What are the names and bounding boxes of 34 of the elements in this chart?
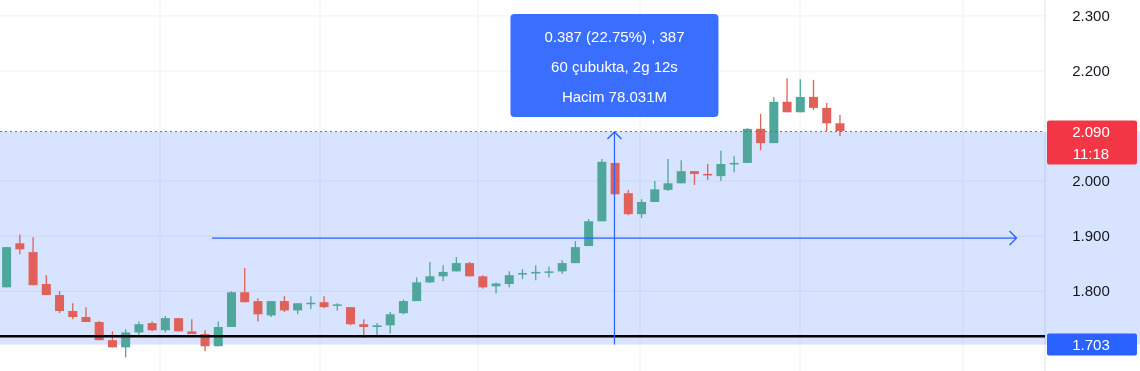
candlestick [372, 322, 382, 336]
candlestick [716, 150, 726, 182]
candlestick [663, 158, 673, 192]
candlestick [491, 281, 501, 295]
candlestick [795, 78, 805, 113]
annotation: 0.387 (22.75%) , 387 [544, 28, 685, 45]
annotation: Hacim 78.031M [561, 88, 667, 105]
candlestick [385, 311, 395, 335]
candlestick [544, 265, 554, 279]
candlestick [346, 306, 356, 326]
candlestick [240, 267, 250, 303]
annotation: 60 çubukta, 2g 12s [551, 58, 678, 75]
ref-line-label: 2.090 [1072, 122, 1110, 140]
y-tick-label: 2.000 [1072, 172, 1110, 190]
candlestick [438, 264, 448, 282]
y-tick-label: 2.300 [1072, 6, 1110, 24]
candlestick [55, 290, 65, 314]
candlestick [782, 77, 792, 113]
candlestick [809, 79, 819, 111]
text: 11:18 [1072, 144, 1110, 162]
y-tick-label: 1.800 [1072, 282, 1110, 300]
y-tick-label: 2.200 [1072, 62, 1110, 80]
candlestick [822, 102, 832, 132]
candlestick [253, 297, 263, 323]
candlestick [81, 306, 91, 323]
candlestick [756, 113, 766, 151]
tooltip: 0.387 (22.75%) , 387 60 çubukta, 2g 12s Hacim 78.031M [510, 14, 719, 117]
candlestick [835, 114, 845, 137]
candlestick [623, 189, 633, 216]
band-label: 1.703 [1072, 335, 1110, 353]
candlestick [425, 261, 435, 284]
candlestick [15, 233, 25, 255]
candlestick [637, 198, 647, 219]
y-tick-label: 1.900 [1072, 227, 1110, 245]
